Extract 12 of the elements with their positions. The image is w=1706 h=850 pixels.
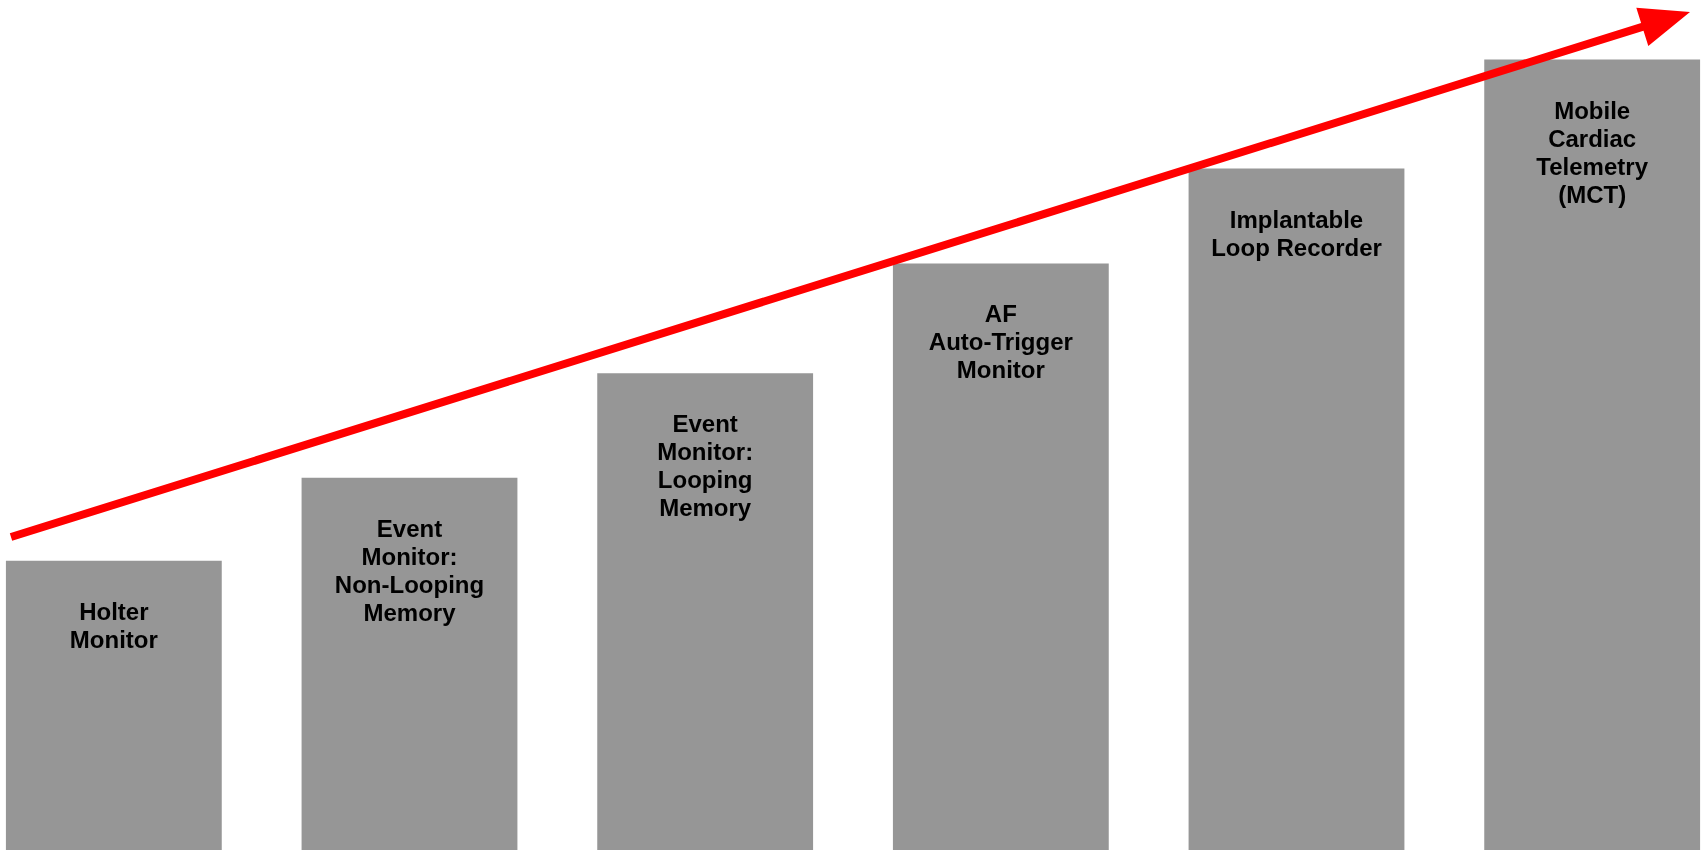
x-tick-label: AF Auto-Trigger Monitor bbox=[928, 300, 1073, 384]
x-tick-label: Event Monitor: Looping Memory bbox=[657, 410, 754, 522]
bar bbox=[5, 560, 222, 850]
bar bbox=[892, 263, 1109, 850]
bar bbox=[1188, 168, 1405, 850]
x-tick-label: Implantable Loop Recorder bbox=[1211, 205, 1382, 261]
x-tick-label: Event Monitor: Non-Looping Memory bbox=[334, 514, 485, 626]
x-tick-label: Holter Monitor bbox=[69, 597, 158, 653]
bar bbox=[597, 373, 814, 850]
x-tick-label: Mobile Cardiac Telemetry (MCT) bbox=[1536, 96, 1649, 208]
bar bbox=[301, 477, 518, 850]
bar bbox=[1484, 59, 1701, 850]
